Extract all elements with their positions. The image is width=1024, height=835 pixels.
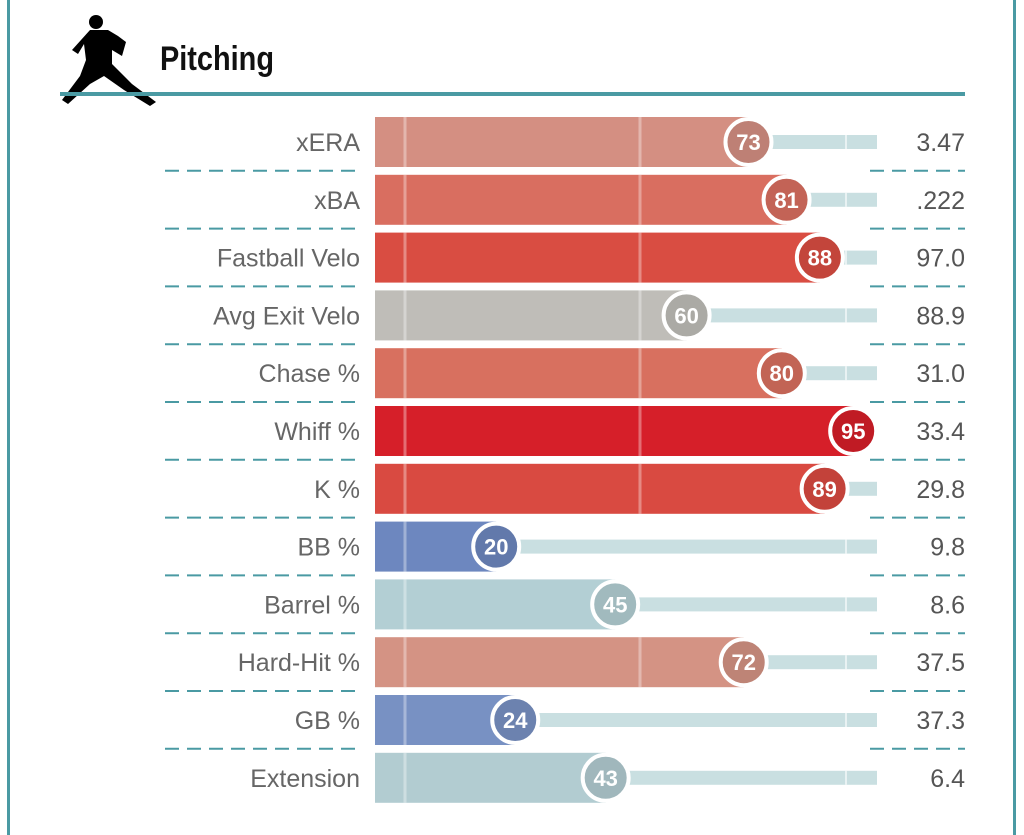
- percentile-label: 72: [731, 650, 755, 675]
- percentile-track: [496, 539, 877, 554]
- stat-value: .222: [916, 187, 965, 215]
- percentile-label: 45: [603, 592, 627, 617]
- percentile-label: 80: [770, 361, 794, 386]
- metric-label: BB %: [297, 534, 360, 562]
- stat-value: 33.4: [916, 418, 965, 446]
- percentile-bubble: [794, 232, 845, 283]
- stat-value: 3.47: [916, 129, 965, 157]
- chart-row: 95 Whiff % 33.4: [165, 401, 965, 456]
- metric-label: Avg Exit Velo: [213, 302, 360, 330]
- stat-value: 9.8: [930, 534, 965, 562]
- stat-value: 31.0: [916, 360, 965, 388]
- percentile-bar: [375, 348, 782, 399]
- percentile-bubble: [761, 174, 812, 225]
- metric-label: Chase %: [259, 360, 360, 388]
- header-underline: [60, 92, 965, 96]
- percentile-bubble: [828, 406, 879, 456]
- chart-row: 89 K % 29.8: [165, 458, 965, 514]
- chart-row: 72 Hard-Hit % 37.5: [165, 632, 965, 688]
- stat-value: 29.8: [916, 476, 965, 504]
- metric-label: K %: [314, 476, 360, 504]
- percentile-bubble: [590, 579, 641, 630]
- percentile-bubble: [661, 290, 712, 341]
- percentile-bar: [375, 579, 616, 630]
- metric-label: xERA: [296, 129, 360, 157]
- percentile-bubble: [756, 348, 807, 399]
- stat-value: 37.3: [916, 707, 965, 735]
- chart-row: 60 Avg Exit Velo 88.9: [165, 285, 965, 341]
- percentile-bar: [375, 752, 606, 803]
- metric-label: Whiff %: [274, 418, 360, 446]
- percentile-bar: [375, 232, 820, 283]
- percentile-track: [615, 597, 877, 612]
- chart-row: 20 BB % 9.8: [165, 516, 965, 572]
- stat-value: 8.6: [930, 591, 965, 619]
- percentile-label: 73: [736, 130, 760, 155]
- percentile-label: 81: [774, 188, 798, 213]
- chart-row: 80 Chase % 31.0: [165, 343, 965, 399]
- chart-row: 73 xERA 3.47: [296, 117, 965, 167]
- pitcher-icon: [62, 15, 156, 106]
- percentile-bubble: [471, 521, 522, 572]
- percentile-label: 88: [808, 246, 832, 271]
- percentile-bubble: [799, 463, 850, 514]
- percentile-bar: [375, 637, 744, 688]
- chart-row: 81 xBA .222: [165, 169, 965, 225]
- stat-value: 88.9: [916, 302, 965, 330]
- section-title: Pitching: [160, 40, 274, 78]
- metric-label: xBA: [314, 187, 360, 215]
- percentile-label: 24: [503, 708, 528, 733]
- percentile-label: 95: [841, 419, 865, 444]
- percentile-label: 60: [674, 303, 698, 328]
- stat-value: 6.4: [930, 765, 965, 793]
- chart-row: 24 GB % 37.3: [165, 690, 965, 745]
- stat-value: 37.5: [916, 649, 965, 677]
- percentile-label: 20: [484, 535, 508, 560]
- stat-value: 97.0: [916, 245, 965, 273]
- metric-label: Fastball Velo: [217, 245, 360, 273]
- percentile-bubble: [723, 117, 774, 167]
- chart-row: 88 Fastball Velo 97.0: [165, 227, 965, 283]
- percentile-bar: [375, 406, 854, 456]
- percentile-track: [743, 655, 877, 670]
- percentile-bar: [375, 117, 749, 167]
- percentile-bubble: [718, 637, 769, 688]
- percentile-bar: [375, 290, 687, 341]
- percentile-bar: [375, 174, 787, 225]
- percentile-track: [748, 135, 877, 149]
- metric-label: Barrel %: [264, 591, 360, 619]
- percentile-track: [515, 713, 877, 727]
- percentile-label: 43: [593, 766, 617, 791]
- chart-row: 43 Extension 6.4: [165, 747, 965, 803]
- card-frame: [7, 0, 1016, 835]
- percentile-bubble: [490, 695, 541, 745]
- percentile-track: [686, 308, 877, 323]
- percentile-bubble: [580, 752, 631, 803]
- metric-label: Hard-Hit %: [238, 649, 360, 677]
- metric-label: Extension: [250, 765, 360, 793]
- percentile-bar: [375, 463, 825, 514]
- chart-row: 45 Barrel % 8.6: [165, 574, 965, 630]
- metric-label: GB %: [295, 707, 360, 735]
- percentile-track: [605, 770, 877, 785]
- percentile-label: 89: [812, 477, 836, 502]
